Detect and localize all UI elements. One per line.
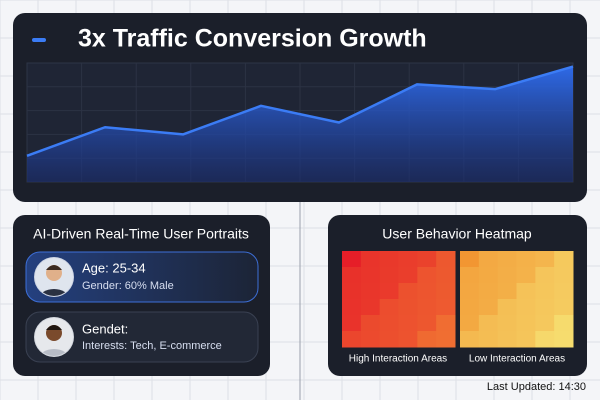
heat-cell <box>398 283 418 300</box>
heat-cell <box>360 251 381 268</box>
heat-cell <box>379 331 399 348</box>
heat-cell <box>342 331 362 348</box>
heat-cell <box>436 251 456 268</box>
heat-cell <box>379 267 399 284</box>
heatmap <box>460 251 574 348</box>
avatar-face <box>35 318 73 356</box>
user-card[interactable] <box>25 311 259 363</box>
heat-cell <box>516 299 536 316</box>
heat-cell <box>417 267 437 284</box>
heat-cell <box>478 283 499 300</box>
panel-title: AI-Driven Real-Time User Portraits <box>33 226 249 242</box>
heat-cell <box>398 267 418 284</box>
heat-cell <box>360 331 381 348</box>
heat-cell <box>554 331 574 348</box>
heat-cell <box>436 331 456 348</box>
area <box>27 66 573 182</box>
heat-cell <box>436 267 456 284</box>
heat-cell <box>417 331 437 348</box>
heat-cell <box>360 315 381 332</box>
heat-cell <box>516 283 536 300</box>
heat-cell <box>360 267 381 284</box>
heat-cell <box>436 315 456 332</box>
heat-cell <box>535 267 555 284</box>
heat-cell <box>535 251 555 268</box>
heat-cell <box>554 315 574 332</box>
heat-cell <box>398 299 418 316</box>
heat-cell <box>460 251 480 268</box>
heat-cell <box>417 299 437 316</box>
heat-cell <box>417 283 437 300</box>
heat-cell <box>497 315 517 332</box>
heat-cell <box>360 299 381 316</box>
heat-cell <box>497 283 517 300</box>
heat-cell <box>342 251 362 268</box>
chart-title: 3x Traffic Conversion Growth <box>78 25 427 53</box>
heat-cell <box>516 331 536 348</box>
heat-cell <box>535 299 555 316</box>
heatmap-label: Low Interaction Areas <box>469 354 565 365</box>
heat-cell <box>516 251 536 268</box>
avatar-face <box>35 258 73 296</box>
heat-cell <box>379 251 399 268</box>
heat-cell <box>460 267 480 284</box>
heat-cell <box>460 331 480 348</box>
heat-cell <box>342 267 362 284</box>
card-detail: Interests: Tech, E-commerce <box>82 340 222 352</box>
heat-cell <box>342 315 362 332</box>
heat-cell <box>497 299 517 316</box>
heat-cell <box>516 315 536 332</box>
heat-cell <box>478 299 499 316</box>
heat-cell <box>379 315 399 332</box>
heat-cell <box>478 331 499 348</box>
heat-cell <box>497 267 517 284</box>
heat-cell <box>436 299 456 316</box>
heat-cell <box>379 299 399 316</box>
heat-cell <box>417 251 437 268</box>
last-updated: Last Updated: 14:30 <box>487 381 586 393</box>
heat-cell <box>478 251 499 268</box>
panel-title: User Behavior Heatmap <box>382 226 532 242</box>
heat-cell <box>554 267 574 284</box>
heat-cell <box>535 331 555 348</box>
heat-cell <box>535 283 555 300</box>
heat-cell <box>379 283 399 300</box>
user-card[interactable] <box>25 251 259 303</box>
card-heading: Age: 25-34 <box>82 260 146 275</box>
heat-cell <box>436 283 456 300</box>
heat-cell <box>460 315 480 332</box>
heat-cell <box>460 299 480 316</box>
plot <box>26 63 574 182</box>
heat-cell <box>360 283 381 300</box>
heat-cell <box>460 283 480 300</box>
heat-cell <box>398 251 418 268</box>
heat-cell <box>516 267 536 284</box>
icon <box>32 38 46 42</box>
heat-cell <box>342 299 362 316</box>
card-heading: Gendet: <box>82 321 128 336</box>
heat-cell <box>554 251 574 268</box>
card-detail: Gender: 60% Male <box>82 280 174 292</box>
heatmap <box>342 251 456 348</box>
heat-cell <box>478 315 499 332</box>
heatmaps <box>342 251 574 348</box>
heat-cell <box>478 267 499 284</box>
heat-cell <box>398 315 418 332</box>
heat-cell <box>417 315 437 332</box>
line <box>26 65 574 157</box>
heat-cell <box>554 283 574 300</box>
heat-cell <box>535 315 555 332</box>
heat-cell <box>497 331 517 348</box>
heat-cell <box>398 331 418 348</box>
heat-cell <box>497 251 517 268</box>
heat-cell <box>554 299 574 316</box>
heat-cell <box>342 283 362 300</box>
heatmap-label: High Interaction Areas <box>349 354 447 365</box>
